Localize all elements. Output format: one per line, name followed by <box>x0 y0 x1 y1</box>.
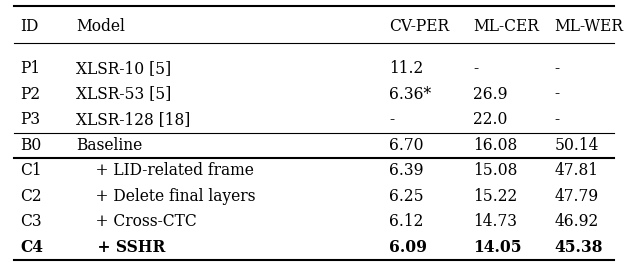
Text: C4: C4 <box>20 238 43 256</box>
Text: -: - <box>555 86 560 102</box>
Text: 45.38: 45.38 <box>555 238 604 256</box>
Text: Model: Model <box>76 17 125 35</box>
Text: + Delete final layers: + Delete final layers <box>76 188 256 205</box>
Text: B0: B0 <box>20 137 42 153</box>
Text: -: - <box>389 111 394 128</box>
Text: 15.22: 15.22 <box>474 188 518 205</box>
Text: + SSHR: + SSHR <box>76 238 166 256</box>
Text: + LID-related frame: + LID-related frame <box>76 162 254 179</box>
Text: P2: P2 <box>20 86 40 102</box>
Text: C2: C2 <box>20 188 42 205</box>
Text: -: - <box>555 60 560 77</box>
Text: ML-WER: ML-WER <box>555 17 624 35</box>
Text: 14.05: 14.05 <box>474 238 522 256</box>
Text: 6.36*: 6.36* <box>389 86 431 102</box>
Text: 6.12: 6.12 <box>389 213 424 230</box>
Text: 16.08: 16.08 <box>474 137 518 153</box>
Text: 6.70: 6.70 <box>389 137 424 153</box>
Text: CV-PER: CV-PER <box>389 17 449 35</box>
Text: 14.73: 14.73 <box>474 213 518 230</box>
Text: XLSR-128 [18]: XLSR-128 [18] <box>76 111 191 128</box>
Text: -: - <box>555 111 560 128</box>
Text: 6.39: 6.39 <box>389 162 424 179</box>
Text: + Cross-CTC: + Cross-CTC <box>76 213 197 230</box>
Text: 47.81: 47.81 <box>555 162 599 179</box>
Text: XLSR-10 [5]: XLSR-10 [5] <box>76 60 172 77</box>
Text: 6.25: 6.25 <box>389 188 424 205</box>
Text: 46.92: 46.92 <box>555 213 599 230</box>
Text: ID: ID <box>20 17 38 35</box>
Text: 6.09: 6.09 <box>389 238 427 256</box>
Text: -: - <box>474 60 479 77</box>
Text: 15.08: 15.08 <box>474 162 518 179</box>
Text: Baseline: Baseline <box>76 137 143 153</box>
Text: P1: P1 <box>20 60 40 77</box>
Text: 11.2: 11.2 <box>389 60 423 77</box>
Text: 50.14: 50.14 <box>555 137 599 153</box>
Text: 47.79: 47.79 <box>555 188 599 205</box>
Text: XLSR-53 [5]: XLSR-53 [5] <box>76 86 172 102</box>
Text: 26.9: 26.9 <box>474 86 508 102</box>
Text: ML-CER: ML-CER <box>474 17 540 35</box>
Text: C1: C1 <box>20 162 42 179</box>
Text: C3: C3 <box>20 213 42 230</box>
Text: P3: P3 <box>20 111 40 128</box>
Text: 22.0: 22.0 <box>474 111 508 128</box>
